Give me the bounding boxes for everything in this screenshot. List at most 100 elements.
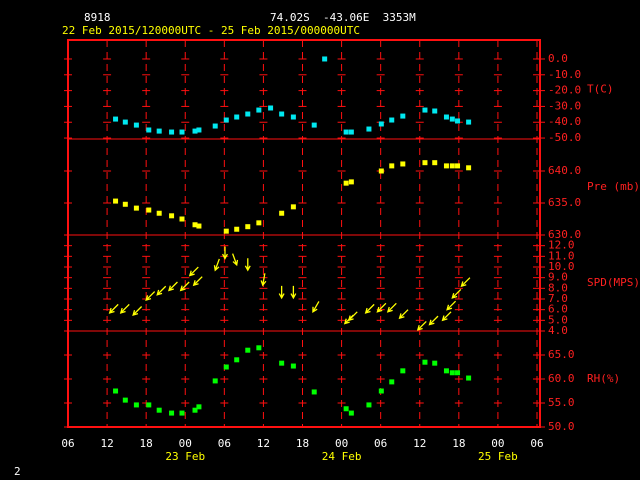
data-point xyxy=(169,129,175,135)
data-point xyxy=(455,163,461,169)
y-tick-label: -20.0 xyxy=(548,84,581,97)
y-tick-label: -10.0 xyxy=(548,68,581,81)
data-point xyxy=(343,180,349,186)
data-point xyxy=(245,347,251,353)
wind-arrow xyxy=(132,306,143,316)
y-tick-label: 65.0 xyxy=(548,348,575,361)
data-point xyxy=(449,163,455,169)
data-point xyxy=(192,407,198,413)
data-point xyxy=(223,364,229,370)
data-point xyxy=(366,126,372,132)
data-point xyxy=(234,357,240,363)
y-tick-label: 60.0 xyxy=(548,372,575,385)
wind-arrow xyxy=(290,285,297,300)
wind-arrow xyxy=(428,315,439,326)
x-tick-label: 00 xyxy=(335,437,348,450)
y-axis-label: RH(%) xyxy=(587,372,620,385)
wind-arrow xyxy=(451,288,462,299)
data-point xyxy=(348,129,354,135)
wind-arrow xyxy=(260,273,267,287)
x-tick-label: 12 xyxy=(257,437,270,450)
data-point xyxy=(156,128,162,134)
data-point xyxy=(466,119,472,125)
data-point xyxy=(234,226,240,232)
data-point xyxy=(113,198,119,204)
wind-arrow xyxy=(416,320,427,331)
data-point xyxy=(234,114,240,120)
data-point xyxy=(449,116,455,122)
data-point xyxy=(122,201,128,207)
data-point xyxy=(466,375,472,381)
wind-arrow xyxy=(108,303,119,314)
data-point xyxy=(156,407,162,413)
data-point xyxy=(113,388,119,394)
data-point xyxy=(290,363,296,369)
data-point xyxy=(389,117,395,123)
y-axis-label: Pre (mb) xyxy=(587,180,640,193)
data-point xyxy=(400,161,406,167)
data-point xyxy=(268,105,274,111)
wind-arrow xyxy=(192,276,203,287)
y-tick-label: 55.0 xyxy=(548,396,575,409)
data-point xyxy=(455,370,461,376)
wind-arrow xyxy=(364,303,375,314)
data-point xyxy=(378,121,384,127)
data-point xyxy=(122,397,128,403)
data-point xyxy=(378,388,384,394)
data-point xyxy=(192,222,198,228)
data-point xyxy=(466,165,472,171)
station-location: 74.02S -43.06E 3353M xyxy=(270,11,416,24)
data-point xyxy=(179,129,185,135)
y-tick-label: 4.0 xyxy=(548,324,568,337)
data-point xyxy=(245,111,251,117)
y-tick-label: -40.0 xyxy=(548,115,581,128)
wind-arrow xyxy=(386,302,397,313)
data-point xyxy=(196,223,202,229)
y-tick-label: -30.0 xyxy=(548,99,581,112)
data-point xyxy=(378,168,384,174)
date-label: 23 Feb xyxy=(165,450,205,463)
x-tick-label: 06 xyxy=(218,437,231,450)
wind-arrow xyxy=(278,285,285,300)
data-point xyxy=(422,359,428,365)
wind-arrow xyxy=(145,291,156,302)
y-tick-label: 635.0 xyxy=(548,196,581,209)
wind-arrow xyxy=(398,309,409,320)
data-point xyxy=(156,210,162,216)
y-tick-label: 630.0 xyxy=(548,228,581,241)
data-point xyxy=(311,122,317,128)
wind-arrow xyxy=(446,300,457,311)
data-point xyxy=(256,107,262,113)
data-point xyxy=(290,204,296,210)
wind-arrow xyxy=(168,281,178,292)
data-point xyxy=(422,107,428,113)
y-tick-label: 12.0 xyxy=(548,239,575,252)
data-point xyxy=(279,360,285,366)
data-point xyxy=(432,108,438,114)
wind-arrow xyxy=(213,258,220,272)
data-point xyxy=(196,404,202,410)
wind-arrow xyxy=(244,258,251,272)
wind-arrow xyxy=(222,246,228,260)
data-point xyxy=(133,205,139,211)
page-number: 2 xyxy=(14,465,21,478)
wind-arrow xyxy=(231,253,239,267)
wind-arrow xyxy=(460,277,471,288)
data-point xyxy=(196,127,202,133)
data-point xyxy=(449,370,455,376)
date-label: 25 Feb xyxy=(478,450,518,463)
data-point xyxy=(169,213,175,219)
data-point xyxy=(122,119,128,125)
y-tick-label: -50.0 xyxy=(548,131,581,144)
y-tick-label: 640.0 xyxy=(548,164,581,177)
y-axis-label: SPD(MPS) xyxy=(587,276,640,289)
data-point xyxy=(389,163,395,169)
data-point xyxy=(245,224,251,230)
data-point xyxy=(179,410,185,416)
data-point xyxy=(348,179,354,185)
data-point xyxy=(279,111,285,117)
data-point xyxy=(279,210,285,216)
